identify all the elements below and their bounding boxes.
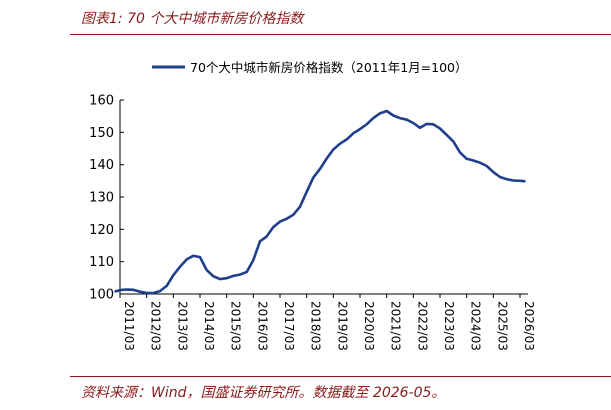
x-tick-label: 2020/03: [362, 301, 376, 351]
x-tick-label: 2018/03: [309, 301, 323, 351]
y-tick-label: 150: [89, 126, 114, 141]
y-tick-label: 160: [89, 94, 114, 109]
chart-plot-area: [114, 109, 526, 295]
x-tick-label: 2012/03: [149, 301, 163, 351]
footer-divider: [70, 376, 611, 377]
y-tick-label: 110: [89, 255, 114, 270]
x-tick-label: 2013/03: [175, 301, 189, 351]
y-tick-label: 130: [89, 191, 114, 206]
legend-label: 70个大中城市新房价格指数（2011年1月=100）: [190, 60, 468, 75]
x-tick-label: 2025/03: [495, 301, 509, 351]
x-tick-label: 2019/03: [335, 301, 349, 351]
chart-axes: 100 110 120 130 140 150 160 2011/03 2012/03 2013/…: [89, 94, 536, 351]
x-tick-label: 2023/03: [442, 301, 456, 351]
x-tick-label: 2022/03: [415, 301, 429, 351]
y-tick-label: 100: [89, 288, 114, 303]
chart-legend: 70个大中城市新房价格指数（2011年1月=100）: [152, 60, 468, 75]
x-tick-label: 2015/03: [229, 301, 243, 351]
y-tick-label: 140: [89, 158, 114, 173]
x-tick-label: 2021/03: [389, 301, 403, 351]
x-tick-label: 2011/03: [122, 301, 136, 351]
y-tick-label: 120: [89, 223, 114, 238]
x-tick-label: 2024/03: [469, 301, 483, 351]
header-divider: [70, 34, 611, 35]
x-tick-label: 2026/03: [522, 301, 536, 351]
series-line: [114, 109, 526, 295]
chart-figure-title: 图表1: 70 个大中城市新房价格指数: [81, 11, 304, 27]
source-note: 资料来源：Wind，国盛证券研究所。数据截至 2026-05。: [81, 385, 446, 401]
line-chart: 70个大中城市新房价格指数（2011年1月=100） 1001101201301…: [89, 60, 536, 351]
x-tick-label: 2014/03: [202, 301, 216, 351]
x-tick-label: 2017/03: [282, 301, 296, 351]
x-tick-label: 2016/03: [255, 301, 269, 351]
